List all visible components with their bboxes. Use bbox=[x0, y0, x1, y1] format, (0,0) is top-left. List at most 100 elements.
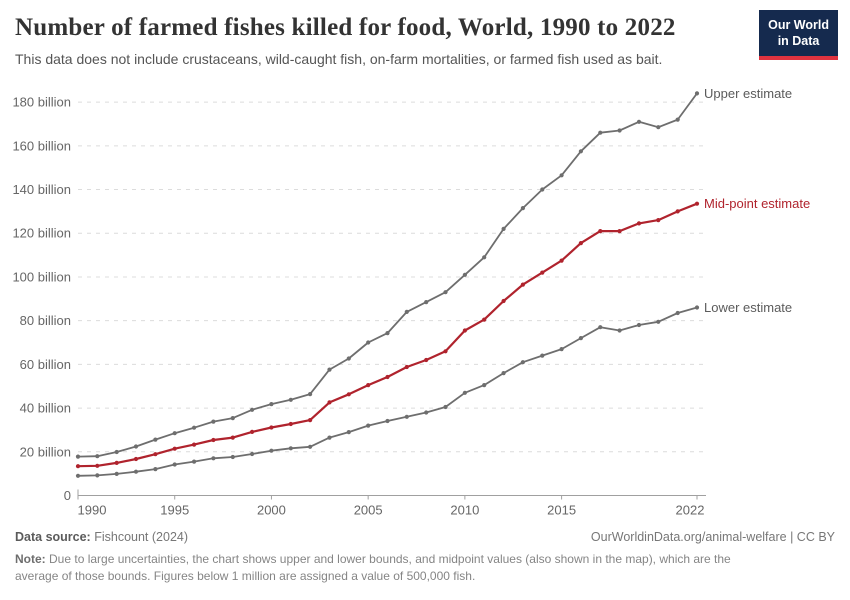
data-point[interactable] bbox=[75, 473, 81, 478]
data-point[interactable] bbox=[192, 425, 197, 430]
data-point[interactable] bbox=[250, 407, 255, 412]
data-point[interactable] bbox=[288, 397, 293, 402]
data-point[interactable] bbox=[153, 452, 158, 457]
data-point[interactable] bbox=[656, 125, 661, 130]
data-point[interactable] bbox=[598, 130, 603, 135]
series-mid-point-estimate[interactable]: Mid-point estimate bbox=[75, 196, 810, 469]
data-point[interactable] bbox=[153, 437, 158, 442]
data-point[interactable] bbox=[424, 357, 429, 363]
data-point[interactable] bbox=[540, 187, 545, 192]
series-label-upper-estimate[interactable]: Upper estimate bbox=[704, 86, 792, 101]
data-point[interactable] bbox=[540, 270, 545, 275]
data-point[interactable] bbox=[501, 298, 506, 304]
data-point[interactable] bbox=[192, 459, 197, 464]
data-point[interactable] bbox=[482, 383, 487, 388]
data-point[interactable] bbox=[636, 322, 642, 328]
data-point[interactable] bbox=[694, 305, 700, 310]
data-point[interactable] bbox=[308, 392, 313, 397]
data-point[interactable] bbox=[598, 229, 603, 234]
data-point[interactable] bbox=[462, 272, 467, 277]
data-point[interactable] bbox=[211, 437, 216, 443]
data-point[interactable] bbox=[462, 328, 467, 333]
data-point[interactable] bbox=[656, 218, 661, 223]
data-point[interactable] bbox=[578, 336, 584, 341]
data-point[interactable] bbox=[230, 435, 235, 440]
data-point[interactable] bbox=[250, 451, 255, 457]
data-point[interactable] bbox=[636, 221, 642, 226]
data-point[interactable] bbox=[636, 119, 642, 124]
data-point[interactable] bbox=[694, 201, 700, 206]
data-point[interactable] bbox=[75, 464, 81, 469]
data-point[interactable] bbox=[385, 418, 390, 424]
data-point[interactable] bbox=[520, 282, 526, 287]
data-point[interactable] bbox=[211, 419, 216, 424]
data-point[interactable] bbox=[133, 456, 139, 462]
line-chart[interactable]: 0 20 billion 40 billion 60 billion 80 billio… bbox=[0, 80, 850, 525]
data-point[interactable] bbox=[269, 448, 274, 453]
series-label-lower-estimate[interactable]: Lower estimate bbox=[704, 300, 792, 315]
data-point[interactable] bbox=[675, 310, 680, 316]
data-point[interactable] bbox=[172, 462, 177, 467]
data-point[interactable] bbox=[133, 469, 139, 474]
series-line-upper-estimate[interactable] bbox=[77, 92, 698, 458]
data-point[interactable] bbox=[250, 429, 255, 434]
data-point[interactable] bbox=[501, 371, 506, 376]
data-point[interactable] bbox=[95, 454, 100, 459]
data-point[interactable] bbox=[559, 258, 564, 263]
owid-logo[interactable]: Our World in Data bbox=[759, 10, 838, 60]
data-point[interactable] bbox=[95, 473, 100, 478]
owid-link[interactable]: OurWorldinData.org/animal-welfare | CC B… bbox=[590, 530, 835, 544]
data-point[interactable] bbox=[578, 241, 584, 246]
data-point[interactable] bbox=[520, 360, 526, 365]
data-point[interactable] bbox=[559, 347, 564, 352]
data-point[interactable] bbox=[656, 319, 661, 324]
data-point[interactable] bbox=[482, 255, 487, 260]
data-point[interactable] bbox=[230, 416, 235, 421]
data-point[interactable] bbox=[327, 367, 332, 372]
data-point[interactable] bbox=[578, 149, 584, 154]
data-point[interactable] bbox=[346, 430, 351, 435]
data-point[interactable] bbox=[366, 423, 371, 428]
data-point[interactable] bbox=[75, 454, 81, 459]
data-point[interactable] bbox=[617, 229, 622, 234]
data-point[interactable] bbox=[404, 309, 409, 314]
data-point[interactable] bbox=[694, 91, 700, 96]
data-point[interactable] bbox=[424, 300, 429, 305]
data-point[interactable] bbox=[114, 460, 119, 465]
data-point[interactable] bbox=[424, 410, 429, 415]
series-label-mid-point-estimate[interactable]: Mid-point estimate bbox=[704, 196, 810, 211]
data-point[interactable] bbox=[501, 226, 506, 231]
data-point[interactable] bbox=[462, 390, 467, 395]
data-point[interactable] bbox=[443, 404, 448, 410]
data-point[interactable] bbox=[133, 444, 139, 449]
data-point[interactable] bbox=[385, 331, 390, 336]
data-point[interactable] bbox=[540, 353, 545, 358]
data-point[interactable] bbox=[172, 446, 177, 451]
data-point[interactable] bbox=[308, 418, 313, 423]
series-upper-estimate[interactable]: Upper estimate bbox=[75, 86, 792, 459]
data-point[interactable] bbox=[288, 446, 293, 451]
data-point[interactable] bbox=[404, 414, 409, 419]
data-point[interactable] bbox=[172, 431, 177, 436]
data-point[interactable] bbox=[153, 467, 158, 472]
data-point[interactable] bbox=[192, 442, 197, 447]
data-point[interactable] bbox=[114, 449, 119, 455]
data-point[interactable] bbox=[559, 173, 564, 178]
data-point[interactable] bbox=[327, 435, 332, 440]
data-point[interactable] bbox=[288, 421, 293, 427]
data-point[interactable] bbox=[366, 383, 371, 388]
data-point[interactable] bbox=[520, 206, 526, 211]
data-point[interactable] bbox=[675, 209, 680, 214]
data-point[interactable] bbox=[366, 340, 371, 345]
data-point[interactable] bbox=[598, 325, 603, 330]
data-point[interactable] bbox=[114, 471, 119, 476]
data-point[interactable] bbox=[443, 349, 448, 354]
data-point[interactable] bbox=[211, 456, 216, 461]
data-point[interactable] bbox=[385, 374, 390, 380]
series-lower-estimate[interactable]: Lower estimate bbox=[75, 300, 792, 478]
data-point[interactable] bbox=[308, 444, 313, 449]
data-point[interactable] bbox=[346, 356, 351, 361]
data-point[interactable] bbox=[617, 328, 622, 333]
data-point[interactable] bbox=[269, 402, 274, 407]
data-point[interactable] bbox=[675, 117, 680, 122]
